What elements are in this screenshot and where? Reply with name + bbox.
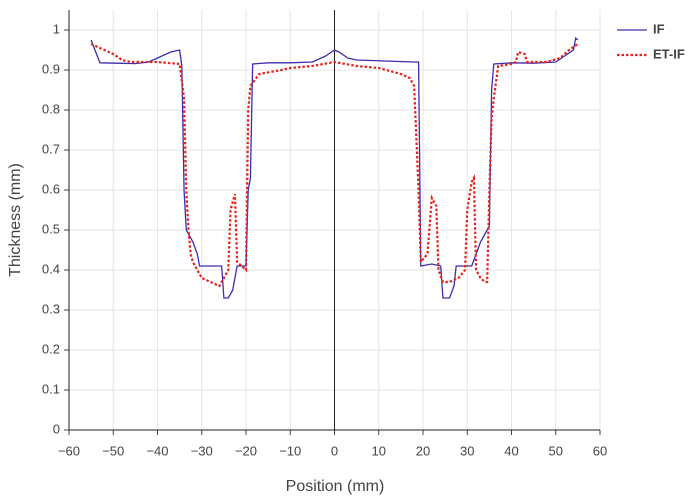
y-tick-label: 0.3 xyxy=(42,301,60,316)
x-tick-label: 40 xyxy=(504,443,518,458)
x-axis-title: Position (mm) xyxy=(286,478,385,495)
y-tick-label: 0.5 xyxy=(42,221,60,236)
y-tick-label: 0.7 xyxy=(42,141,60,156)
legend-label: IF xyxy=(653,21,665,36)
x-tick-label: 30 xyxy=(460,443,474,458)
y-tick-label: 0.9 xyxy=(42,61,60,76)
x-tick-label: 60 xyxy=(593,443,607,458)
y-tick-label: 0.2 xyxy=(42,341,60,356)
data-line xyxy=(90,42,579,288)
legend-label: ET-IF xyxy=(653,46,685,61)
x-tick-label: −20 xyxy=(235,443,257,458)
x-tick-label: −40 xyxy=(146,443,168,458)
y-tick-label: 0 xyxy=(53,421,60,436)
y-tick-label: 0.6 xyxy=(42,181,60,196)
x-tick-label: 50 xyxy=(549,443,563,458)
x-tick-label: 20 xyxy=(416,443,430,458)
x-tick-label: 10 xyxy=(372,443,386,458)
x-tick-label: −60 xyxy=(58,443,80,458)
x-tick-label: −50 xyxy=(102,443,124,458)
y-axis-title: Thickness (mm) xyxy=(7,163,24,277)
y-tick-label: 0.1 xyxy=(42,381,60,396)
data-line xyxy=(90,36,579,299)
y-tick-label: 0.4 xyxy=(42,261,60,276)
x-tick-label: −10 xyxy=(279,443,301,458)
y-tick-label: 0.8 xyxy=(42,101,60,116)
y-tick-label: 1 xyxy=(53,21,60,36)
x-tick-label: 0 xyxy=(331,443,338,458)
x-tick-label: −30 xyxy=(191,443,213,458)
